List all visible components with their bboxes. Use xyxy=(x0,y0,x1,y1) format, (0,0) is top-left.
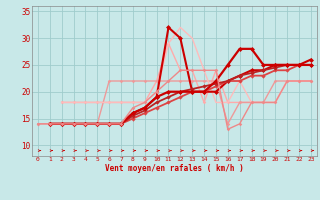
X-axis label: Vent moyen/en rafales ( km/h ): Vent moyen/en rafales ( km/h ) xyxy=(105,164,244,173)
